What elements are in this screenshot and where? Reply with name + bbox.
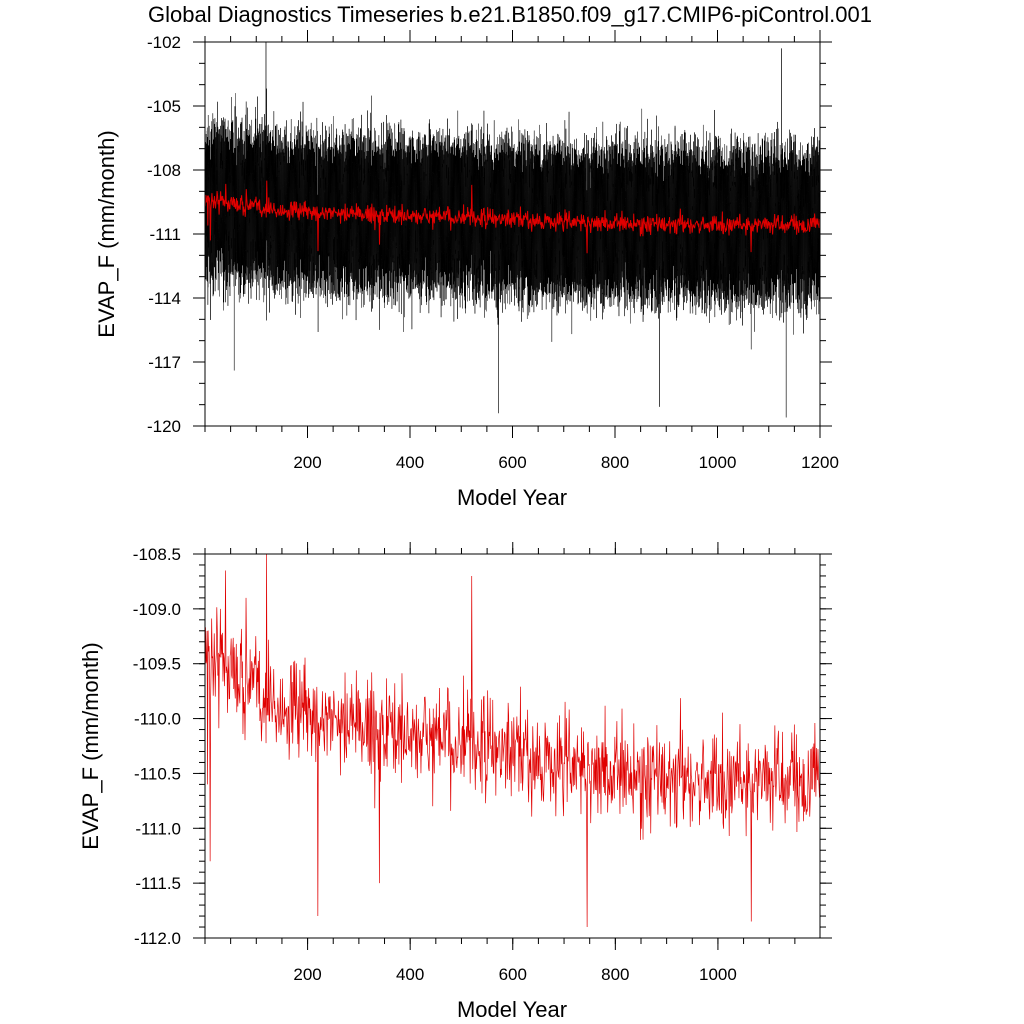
- x-tick-label: 800: [601, 453, 629, 472]
- x-tick-label: 400: [396, 453, 424, 472]
- x-tick-label: 600: [498, 453, 526, 472]
- panel-2-ticks: [193, 542, 832, 950]
- y-tick-label: -109.5: [133, 655, 181, 674]
- x-tick-label: 200: [293, 453, 321, 472]
- panel-2-y-tick-labels: -112.0 -111.5 -111.0 -110.5 -110.0 -109.5 -109…: [133, 545, 181, 948]
- y-tick-label: -108: [147, 161, 181, 180]
- y-tick-label: -108.5: [133, 545, 181, 564]
- y-tick-label: -109.0: [133, 600, 181, 619]
- x-tick-label: 200: [293, 965, 321, 984]
- x-tick-label: 600: [499, 965, 527, 984]
- y-tick-label: -111: [149, 225, 181, 244]
- panel-2-x-axis-label: Model Year: [457, 997, 567, 1022]
- monthly-series-line: [204, 41, 821, 418]
- x-tick-label: 1200: [801, 453, 839, 472]
- y-tick-label: -105: [147, 97, 181, 116]
- panel-2-x-tick-labels: 200 400 600 800 1000: [293, 965, 736, 984]
- panel-1-y-tick-labels: -120 -117 -114 -111 -108 -105 -102: [147, 33, 181, 436]
- panel-2-y-axis-label: EVAP_F (mm/month): [78, 642, 103, 849]
- x-tick-label: 1000: [699, 965, 737, 984]
- panel-1: -120 -117 -114 -111 -108 -105 -102 200 400 600 80…: [94, 30, 839, 510]
- panel-1-x-tick-labels: 200 400 600 800 1000 1200: [293, 453, 839, 472]
- x-tick-label: 800: [601, 965, 629, 984]
- annual-series-line: [204, 180, 821, 254]
- y-tick-label: -110.0: [134, 710, 181, 729]
- y-tick-label: -117: [148, 353, 181, 372]
- chart-title: Global Diagnostics Timeseries b.e21.B185…: [148, 2, 872, 27]
- panel-1-y-axis-label: EVAP_F (mm/month): [94, 130, 119, 337]
- panel-2-series-group: [204, 553, 821, 928]
- panel-1-ticks: [193, 30, 832, 438]
- y-tick-label: -114: [148, 289, 181, 308]
- y-tick-label: -111.0: [135, 819, 181, 838]
- annual-series-line: [204, 553, 821, 928]
- y-tick-label: -102: [147, 33, 181, 52]
- y-tick-label: -111.5: [135, 874, 181, 893]
- y-tick-label: -112.0: [134, 929, 181, 948]
- y-tick-label: -110.5: [134, 764, 181, 783]
- panel-1-series-group: [204, 41, 821, 418]
- panel-2: -112.0 -111.5 -111.0 -110.5 -110.0 -109.5 -109…: [78, 542, 832, 1022]
- panel-1-x-axis-label: Model Year: [457, 485, 567, 510]
- y-tick-label: -120: [147, 417, 181, 436]
- x-tick-label: 400: [396, 965, 424, 984]
- x-tick-label: 1000: [699, 453, 737, 472]
